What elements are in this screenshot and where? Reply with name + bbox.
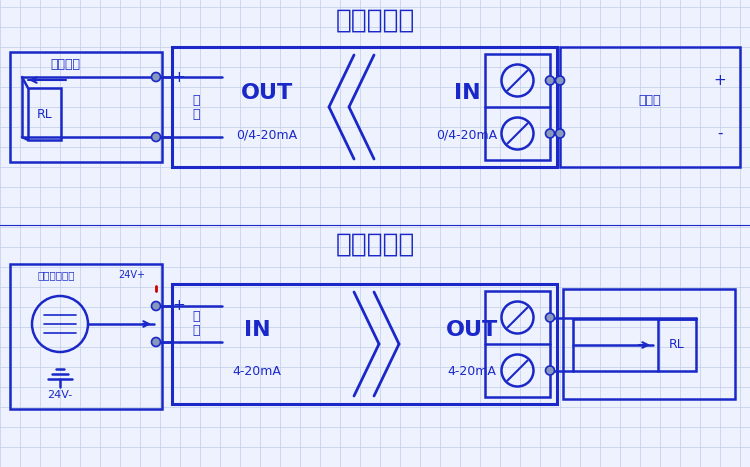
Text: 现场设备: 现场设备 xyxy=(50,58,80,71)
Bar xyxy=(485,54,550,160)
Circle shape xyxy=(152,133,160,142)
Text: 接线方式二: 接线方式二 xyxy=(335,232,415,258)
Text: IN: IN xyxy=(454,83,480,103)
Text: -: - xyxy=(176,334,182,349)
Text: 黑: 黑 xyxy=(192,107,200,120)
Text: RL: RL xyxy=(669,339,685,352)
Text: 0/4-20mA: 0/4-20mA xyxy=(236,128,298,141)
Circle shape xyxy=(556,76,565,85)
Text: 黑: 黑 xyxy=(192,325,200,338)
Text: RL: RL xyxy=(37,107,52,120)
Text: 24V-: 24V- xyxy=(47,390,73,400)
Circle shape xyxy=(545,366,554,375)
Bar xyxy=(563,289,735,399)
Bar xyxy=(172,47,557,167)
Bar xyxy=(658,319,696,371)
Text: 红: 红 xyxy=(192,311,200,324)
Text: +: + xyxy=(714,73,726,88)
Text: 接线方式一: 接线方式一 xyxy=(335,8,415,34)
Circle shape xyxy=(152,338,160,347)
Text: 24V+: 24V+ xyxy=(118,270,146,280)
Bar xyxy=(560,47,740,167)
Circle shape xyxy=(152,72,160,82)
Text: OUT: OUT xyxy=(241,83,293,103)
Bar xyxy=(10,52,162,162)
Circle shape xyxy=(152,302,160,311)
Bar xyxy=(28,88,61,140)
Circle shape xyxy=(545,313,554,322)
Text: 4-20mA: 4-20mA xyxy=(448,365,497,378)
Text: 红: 红 xyxy=(192,93,200,106)
Text: 电流源: 电流源 xyxy=(639,94,662,107)
Text: -: - xyxy=(717,126,723,141)
Circle shape xyxy=(556,129,565,138)
Text: 0/4-20mA: 0/4-20mA xyxy=(436,128,497,141)
Bar xyxy=(10,264,162,409)
Circle shape xyxy=(545,76,554,85)
Text: IN: IN xyxy=(244,319,270,340)
Text: 两线制变送器: 两线制变送器 xyxy=(38,270,75,280)
Text: -: - xyxy=(176,129,182,144)
Bar xyxy=(485,291,550,397)
Text: OUT: OUT xyxy=(446,319,498,340)
Text: +: + xyxy=(172,70,185,85)
Text: +: + xyxy=(172,298,185,313)
Bar xyxy=(172,284,557,404)
Circle shape xyxy=(545,129,554,138)
Text: 4-20mA: 4-20mA xyxy=(232,365,281,378)
